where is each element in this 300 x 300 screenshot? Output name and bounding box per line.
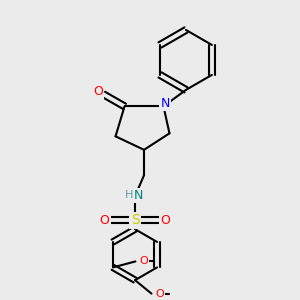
Text: H: H <box>125 190 133 200</box>
Text: O: O <box>160 214 170 227</box>
Text: O: O <box>155 289 164 298</box>
Text: S: S <box>130 213 140 227</box>
Text: O: O <box>140 256 148 266</box>
Text: O: O <box>93 85 103 98</box>
Text: N: N <box>134 189 143 202</box>
Text: O: O <box>100 214 110 227</box>
Text: N: N <box>160 97 170 110</box>
